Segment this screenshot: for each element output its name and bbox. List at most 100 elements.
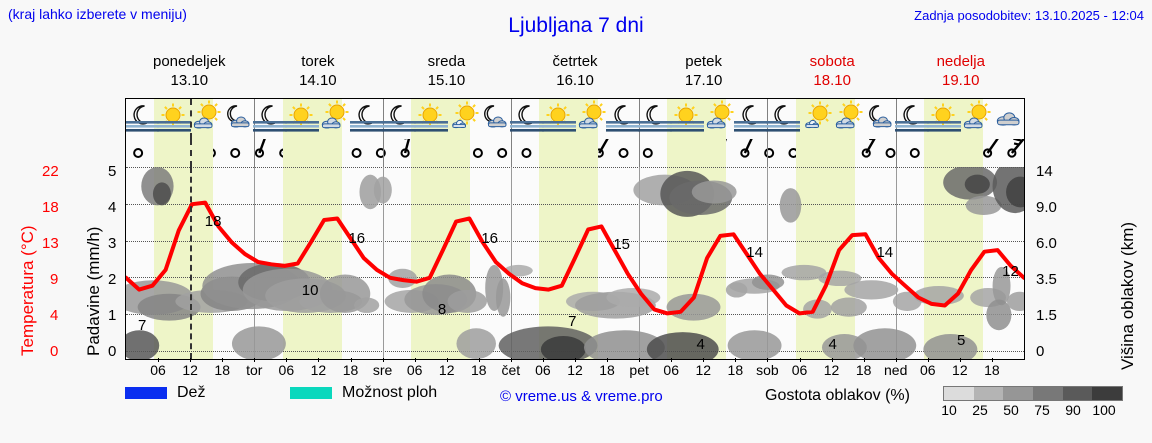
daylight-shading [667,139,727,167]
x-axis-tick-label: 06 [150,362,166,378]
x-axis-tick-mark [799,358,801,362]
day-header-sobota: sobota 18.10 [768,52,897,96]
daylight-shading [410,139,470,167]
x-axis-tick-mark [575,358,576,362]
day-separator [511,99,512,139]
day-separator [767,99,768,139]
x-axis-tick-label: 06 [663,362,679,378]
moon-cloud-icon [863,101,897,135]
day-date: 15.10 [427,72,466,89]
day-separator [383,139,384,167]
horizontal-gridline [126,241,1024,242]
cloud-density-step [944,387,974,400]
x-axis-tick-label: 12 [823,362,840,378]
daylight-shading [154,139,214,167]
weather-icon-band [126,99,1024,139]
cloud-blob [373,176,392,204]
x-axis-tick-mark [254,358,256,362]
wind-barb-icon [254,139,266,158]
x-axis-tick-label: 18 [855,362,872,378]
x-axis-tick-label: 18 [342,362,359,378]
sun-cloud-small-icon [446,101,480,135]
cloud-blob [853,328,917,359]
x-axis-tick-mark [286,358,288,362]
temperature-axis-title: Temperatura (°C) [18,225,37,356]
day-header-petek: petek 17.10 [639,52,768,96]
page-title: Ljubljana 7 dni [508,14,644,37]
x-axis-tick-mark [318,358,320,362]
cloud-blob [779,188,802,223]
cloud-density-scale-value: 100 [1092,402,1116,418]
sun-cloud-icon [189,100,223,135]
temperature-value-label: 14 [876,243,894,261]
moon-fog-icon [349,101,384,135]
wind-calm-icon [642,148,653,158]
x-axis-tick-label: 18 [470,362,487,378]
day-header-nedelja: nedelja 19.10 [896,52,1025,96]
cloud-tick: 1.5 [1036,307,1057,324]
temperature-value-label: 16 [481,230,499,248]
day-separator [383,99,384,139]
rain-swatch [125,387,167,399]
x-axis-tick-mark [671,358,673,362]
cloud-blob [495,278,511,317]
temperature-value-label: 4 [696,335,705,353]
x-axis-tick-label: 12 [695,362,712,378]
temperature-value-label: 12 [1002,263,1019,280]
cloud-blob [830,297,867,317]
prec-tick: 3 [108,235,117,252]
day-name: ponedeljek [153,53,226,70]
horizontal-gridline [126,167,1024,168]
horizontal-gridline [126,204,1024,205]
location-menu-note[interactable]: (kraj lahko izberete v meniju) [8,6,187,22]
moon-fog-icon [766,101,801,135]
sun-cloud-icon [831,100,865,135]
moon-cloud-icon [221,101,255,135]
cloud-density-step [1033,387,1063,400]
cloud-tick: 6.0 [1036,235,1057,252]
day-date: 14.10 [299,72,337,89]
cloud-density-step [1062,387,1093,400]
temperature-value-label: 4 [828,335,837,353]
wind-barb-icon [400,139,411,158]
daylight-shading [795,167,855,359]
cloud-blob [1006,176,1024,208]
x-axis-tick-mark [158,358,160,362]
sun-fog-icon [285,101,320,135]
sun-fog-icon [926,101,961,135]
sun-cloud-icon [959,100,993,135]
cloud-blob [583,330,665,359]
moon-fog-icon [381,101,416,135]
x-axis-tick-mark [831,358,833,362]
cloud-density-scale-value: 75 [1034,402,1050,418]
cloud-tick: 9.0 [1036,199,1057,216]
showers-legend-label: Možnost ploh [342,384,438,401]
cloud-density-gradient-bar [943,386,1123,401]
cloud-icon [991,101,1024,135]
day-name: sobota [809,53,855,70]
precipitation-axis-title: Padavine (mm/h) [84,226,103,356]
day-separator [896,167,897,359]
copyright-label[interactable]: © vreme.us & vreme.pro [500,388,663,405]
horizontal-gridline [126,277,1024,278]
x-axis-tick-mark [510,358,512,362]
x-axis-tick-label: 12 [952,362,968,378]
cloud-blob [666,293,721,321]
daylight-shading [539,139,599,167]
x-axis-tick-mark [382,358,384,362]
cloud-density-scale-value: 10 [941,402,957,418]
sun-cloud-icon [574,100,608,135]
x-axis-tick-label: 06 [919,362,936,378]
legend: Dež Možnost ploh © vreme.us & vreme.pro … [125,384,1145,426]
x-axis-tick-mark [222,358,224,362]
day-separator [511,139,512,167]
daylight-shading [410,167,470,359]
moon-fog-icon [606,101,641,135]
horizontal-gridline [126,314,1024,315]
wind-calm-icon [497,148,508,158]
x-axis-tick-label: sre [372,362,393,378]
temperature-value-label: 7 [568,312,577,330]
temperature-value-label: 18 [204,213,222,231]
temp-tick: 22 [42,163,59,180]
day-separator [254,139,255,167]
